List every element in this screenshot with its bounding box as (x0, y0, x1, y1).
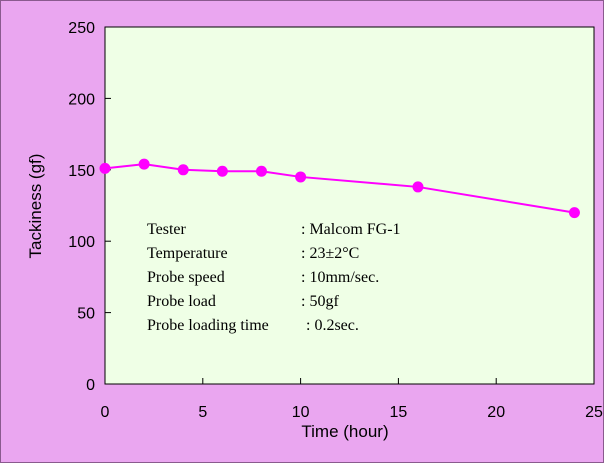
y-tick-label: 50 (77, 306, 95, 323)
conditions-note: Tester : Malcom FG-1 Temperature : 23±2°C Pr… (147, 221, 401, 334)
x-tick-label: 15 (390, 404, 408, 421)
data-point (138, 158, 150, 170)
data-point (216, 165, 228, 177)
x-axis-title: Time (hour) (301, 422, 388, 441)
note-value: : Malcom FG-1 (301, 221, 401, 238)
x-tick-label: 5 (198, 404, 207, 421)
data-point (177, 164, 189, 176)
y-axis: 0 50 100 150 200 250 (68, 20, 111, 394)
note-value: : 10mm/sec. (301, 269, 379, 286)
y-tick-label: 200 (68, 91, 95, 108)
x-tick-label: 20 (487, 404, 505, 421)
note-value: : 50gf (301, 293, 339, 310)
x-tick-label: 0 (101, 404, 110, 421)
plot-area (104, 26, 595, 385)
data-point (99, 162, 111, 174)
x-tick-label: 25 (585, 404, 603, 421)
series-line (104, 163, 575, 214)
data-point (412, 181, 424, 193)
x-tick-label: 10 (292, 404, 310, 421)
data-point (295, 171, 307, 183)
note-value: : 23±2°C (301, 245, 359, 262)
data-point (568, 207, 580, 219)
data-point (255, 165, 267, 177)
note-label: Temperature (147, 245, 228, 262)
series-layer (99, 158, 580, 219)
note-label: Probe loading time (147, 317, 269, 334)
note-label: Probe speed (147, 269, 225, 286)
y-tick-label: 100 (68, 234, 95, 251)
y-axis-title: Tackiness (gf) (26, 154, 45, 259)
y-tick-label: 250 (68, 20, 95, 37)
x-axis: 0 5 10 15 20 25 (101, 378, 603, 421)
y-tick-label: 150 (68, 163, 95, 180)
note-value: : 0.2sec. (306, 317, 359, 334)
y-tick-label: 0 (86, 377, 95, 394)
note-label: Probe load (147, 293, 216, 310)
note-label: Tester (147, 221, 187, 238)
